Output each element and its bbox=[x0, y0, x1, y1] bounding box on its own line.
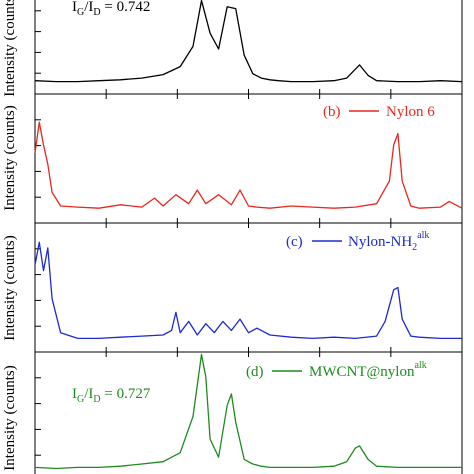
ratio-label-d: IG/ID = 0.727 bbox=[72, 386, 151, 405]
ratio-label-a: IG/ID = 0.742 bbox=[72, 0, 150, 18]
y-axis-label-a: Intensity (counts) bbox=[2, 0, 18, 97]
legend-name-b: Nylon 6 bbox=[386, 104, 435, 120]
panels-group: Intensity (counts) Intensity (counts) Inte… bbox=[2, 0, 463, 474]
legend-letter-c: (c) bbox=[286, 234, 303, 250]
spectrum-line-a bbox=[34, 0, 463, 83]
y-axis-label-d: Intensity (counts) bbox=[2, 365, 18, 470]
y-axis-label-b: Intensity (counts) bbox=[2, 105, 18, 210]
legend-name-d: MWCNT@nylonalk bbox=[309, 360, 427, 380]
spectrum-line-d bbox=[34, 353, 462, 470]
legend-letter-b: (b) bbox=[323, 104, 341, 120]
legend-name-c: Nylon-NH2alk bbox=[348, 230, 429, 253]
legend-letter-d: (d) bbox=[246, 364, 264, 380]
spectrum-line-c bbox=[34, 241, 462, 340]
y-axis-label-c: Intensity (counts) bbox=[2, 235, 18, 340]
spectrum-line-b bbox=[34, 121, 463, 209]
